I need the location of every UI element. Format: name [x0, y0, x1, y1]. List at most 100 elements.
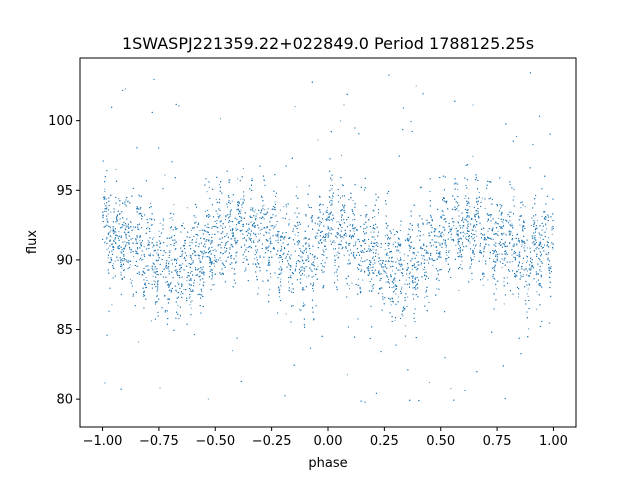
data-point	[243, 257, 245, 259]
data-point	[409, 229, 411, 231]
data-point	[398, 296, 400, 298]
data-point	[450, 388, 452, 390]
data-point	[143, 246, 145, 248]
data-point	[520, 207, 522, 209]
data-point	[438, 242, 440, 244]
data-point	[274, 201, 276, 203]
data-point	[377, 243, 379, 245]
data-point	[132, 237, 134, 239]
data-point	[201, 251, 203, 253]
data-point	[270, 216, 272, 218]
data-point	[527, 260, 529, 262]
data-point	[526, 247, 528, 249]
data-point	[288, 219, 290, 221]
data-point	[391, 287, 393, 289]
data-point	[468, 223, 470, 225]
data-point	[426, 259, 428, 261]
data-point	[217, 216, 219, 218]
data-point	[151, 287, 153, 289]
data-point	[475, 230, 477, 232]
data-point	[127, 259, 129, 261]
data-point	[245, 267, 247, 269]
data-point	[270, 276, 272, 278]
data-point	[170, 289, 172, 291]
data-point	[351, 282, 353, 284]
data-point	[261, 205, 263, 207]
data-point	[457, 206, 459, 208]
data-point	[341, 154, 343, 156]
data-point	[413, 253, 415, 255]
data-point	[394, 241, 396, 243]
data-point	[125, 88, 127, 90]
data-point	[211, 284, 213, 286]
data-point	[344, 209, 346, 211]
data-point	[186, 207, 188, 209]
data-point	[520, 245, 522, 247]
data-point	[195, 255, 197, 257]
data-point	[505, 254, 507, 256]
data-point	[287, 243, 289, 245]
data-point	[450, 236, 452, 238]
data-point	[232, 350, 234, 352]
data-point	[176, 290, 178, 292]
data-point	[279, 288, 281, 290]
data-point	[205, 256, 207, 258]
data-point	[154, 268, 156, 270]
data-point	[551, 227, 553, 229]
data-point	[469, 265, 471, 267]
data-point	[197, 235, 199, 237]
data-point	[218, 184, 220, 186]
data-point	[239, 212, 241, 214]
data-point	[113, 230, 115, 232]
data-point	[188, 297, 190, 299]
data-point	[521, 244, 523, 246]
data-point	[172, 219, 174, 221]
data-point	[112, 231, 114, 233]
data-point	[399, 252, 401, 254]
data-point	[255, 249, 257, 251]
data-point	[472, 259, 474, 261]
data-point	[499, 207, 501, 209]
data-point	[436, 241, 438, 243]
data-point	[136, 237, 138, 239]
data-point	[110, 211, 112, 213]
data-point	[272, 227, 274, 229]
data-point	[385, 281, 387, 283]
data-point	[456, 232, 458, 234]
data-point	[459, 245, 461, 247]
data-point	[502, 222, 504, 224]
data-point	[541, 215, 543, 217]
data-point	[403, 259, 405, 261]
data-point	[230, 244, 232, 246]
data-point	[107, 213, 109, 215]
data-point	[177, 258, 179, 260]
data-point	[103, 242, 105, 244]
data-point	[352, 219, 354, 221]
data-point	[391, 270, 393, 272]
data-point	[513, 252, 515, 254]
data-point	[468, 215, 470, 217]
data-point	[110, 229, 112, 231]
data-point	[521, 263, 523, 265]
data-point	[505, 246, 507, 248]
data-point	[213, 259, 215, 261]
data-point	[534, 235, 536, 237]
data-point	[552, 248, 554, 250]
data-point	[442, 197, 444, 199]
data-point	[129, 278, 131, 280]
data-point	[530, 225, 532, 227]
data-point	[415, 266, 417, 268]
data-point	[231, 200, 233, 202]
data-point	[137, 226, 139, 228]
data-point	[462, 232, 464, 234]
data-point	[151, 320, 153, 322]
data-point	[257, 287, 259, 289]
data-point	[189, 241, 191, 243]
data-point	[147, 226, 149, 228]
data-point	[513, 196, 515, 198]
data-point	[346, 374, 348, 376]
data-point	[237, 178, 239, 180]
data-point	[461, 260, 463, 262]
data-point	[442, 211, 444, 213]
data-point	[519, 241, 521, 243]
